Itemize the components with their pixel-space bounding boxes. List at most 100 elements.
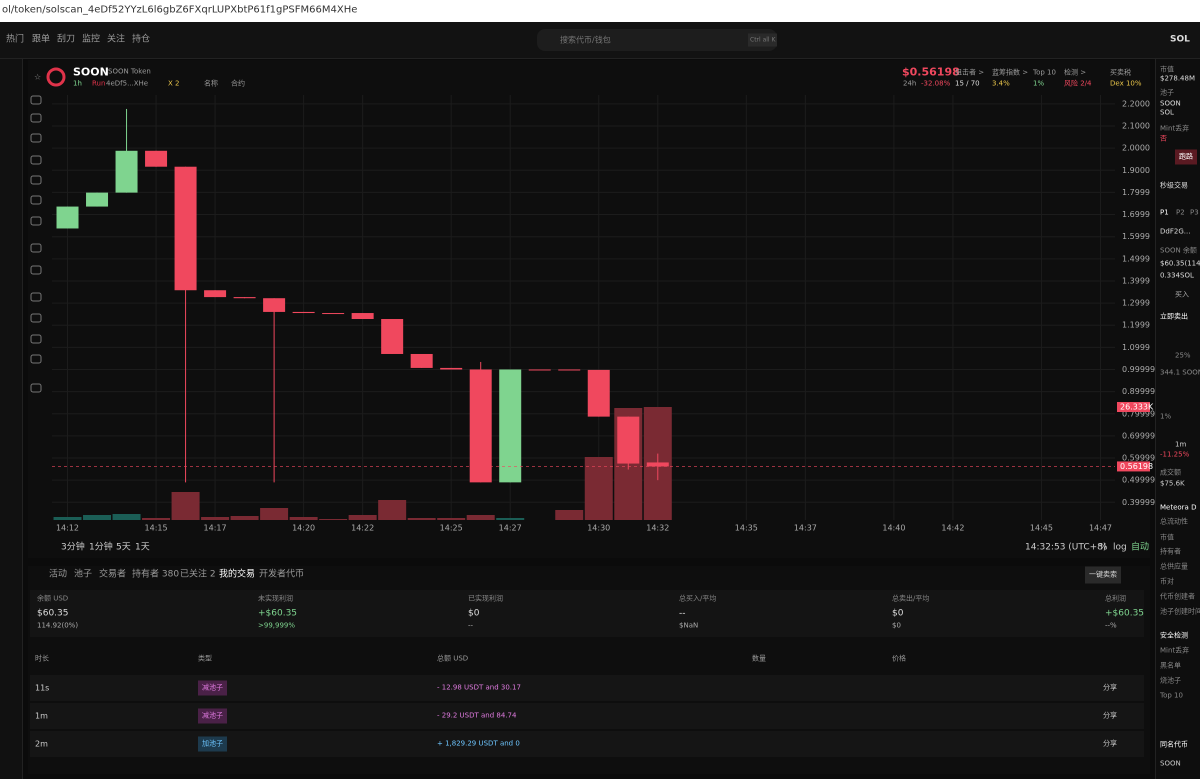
tool-icon xyxy=(30,95,42,105)
row-amount: - 12.98 USDT and 30.17 xyxy=(437,683,521,692)
sidebar-balance-label: SOON 余额 xyxy=(1160,246,1197,255)
nav-item[interactable]: 持仓 xyxy=(132,34,151,45)
interval[interactable]: 5天 xyxy=(116,542,131,553)
stat-label: 买卖税 xyxy=(1110,68,1131,77)
candle-body xyxy=(617,416,640,464)
interval[interactable]: 1天 xyxy=(135,542,150,553)
chain-select[interactable]: SOL xyxy=(1170,34,1190,45)
sidebar-pool-rows: 持有者 xyxy=(1160,547,1181,556)
stat-label[interactable]: 检测 > xyxy=(1064,68,1087,77)
browser-bar xyxy=(0,0,1200,22)
sidebar-sell-amount: 344.1 SOON xyxy=(1160,368,1200,377)
price: $0.56198 xyxy=(902,65,960,79)
candle-body xyxy=(263,298,286,312)
tab[interactable]: 开发者代币 xyxy=(259,569,305,580)
interval[interactable]: 1分钟 xyxy=(89,542,113,553)
stat-value: 风险 2/4 xyxy=(1064,79,1092,88)
sidebar-buy-button[interactable]: 买入 xyxy=(1175,290,1189,299)
sell-all-button[interactable]: 一键卖索 xyxy=(1085,566,1121,584)
token-address[interactable]: 4eDf5...XHe xyxy=(106,79,149,88)
sidebar-volume-label: 成交额 xyxy=(1160,468,1181,477)
sidebar-pool-base: SOON xyxy=(1160,99,1181,108)
y-tick-label: 2.0000 xyxy=(1122,144,1150,153)
sidebar-security-rows: 烧池子 xyxy=(1160,676,1181,685)
row-share[interactable]: 分享 xyxy=(1103,683,1117,692)
y-tick-label: 0.99999 xyxy=(1122,365,1155,374)
y-tick-label: 0.69999 xyxy=(1122,431,1155,440)
sidebar-rug-button[interactable]: 跑路 xyxy=(1175,149,1197,165)
y-tick-label: 2.2000 xyxy=(1122,99,1150,108)
x-tick-label: 14:15 xyxy=(145,524,168,533)
change-label: 24h xyxy=(903,79,917,88)
candle-body xyxy=(292,311,315,314)
row-type: 加池子 xyxy=(198,736,227,752)
sidebar-presets[interactable]: P2 xyxy=(1176,208,1185,217)
token-age: 1h xyxy=(73,79,82,88)
tab[interactable]: 持有者 380 xyxy=(132,569,180,580)
sidebar-presets[interactable]: P3 xyxy=(1190,208,1199,217)
name-search[interactable]: 名称 xyxy=(204,79,218,88)
chart-option[interactable]: % xyxy=(1099,542,1108,553)
tab-active[interactable]: 我的交易 xyxy=(219,569,256,580)
candle-body xyxy=(233,297,256,299)
table-header[interactable]: 类型 xyxy=(198,654,212,663)
tab[interactable]: 已关注 2 xyxy=(180,569,216,580)
tab[interactable]: 活动 xyxy=(49,569,68,580)
row-share[interactable]: 分享 xyxy=(1103,711,1117,720)
summary-label: 已实现利润 xyxy=(468,594,503,603)
sidebar-volume-value: $75.6K xyxy=(1160,479,1185,488)
y-tick-label: 1.5999 xyxy=(1122,232,1150,241)
sidebar-sell-now: 立即卖出 xyxy=(1160,312,1188,321)
sidebar-pool-quote: SOL xyxy=(1160,108,1174,117)
sidebar-mint-label: Mint丢弃 xyxy=(1160,124,1190,133)
url[interactable]: ol/token/solscan_4eDf52YYzL6l6gbZ6FXqrLU… xyxy=(2,4,358,16)
contract-search[interactable]: 合约 xyxy=(231,79,245,88)
sidebar-same-name-section: 同名代币 xyxy=(1160,740,1188,749)
tool-icon xyxy=(30,195,42,205)
stat-label[interactable]: 蓝筹指数 > xyxy=(992,68,1029,77)
chart-option[interactable]: 自动 xyxy=(1131,542,1150,553)
sidebar-same-name-first: SOON xyxy=(1160,759,1181,768)
interval[interactable]: 3分钟 xyxy=(61,542,85,553)
y-tick-label: 1.2999 xyxy=(1122,299,1150,308)
sidebar-pool-section: Meteora D xyxy=(1160,503,1197,512)
favorite-star[interactable]: ☆ xyxy=(34,73,41,82)
nav-item[interactable]: 跟单 xyxy=(32,34,51,45)
nav-item[interactable]: 监控 xyxy=(82,34,101,45)
stat-value: 15 / 70 xyxy=(955,79,980,88)
tool-icon xyxy=(30,354,42,364)
summary-value: +$60.35 xyxy=(258,608,298,619)
sidebar-sell-pct: 25% xyxy=(1175,351,1191,360)
summary-sub: $0 xyxy=(892,621,901,630)
table-header: 时长 xyxy=(35,654,49,663)
nav-item[interactable]: 热门 xyxy=(6,34,25,45)
candle-body xyxy=(115,150,138,193)
stat-label[interactable]: 狙击者 > xyxy=(955,68,985,77)
y-tick-label: 1.6999 xyxy=(1122,210,1150,219)
sidebar-balance-usd: $60.35(114.6 xyxy=(1160,259,1200,268)
row-type: 减池子 xyxy=(198,708,227,724)
summary-sub: >99,999% xyxy=(258,621,296,630)
x-count[interactable]: X 2 xyxy=(168,79,180,88)
summary-label: 未实现利润 xyxy=(258,594,293,603)
tool-icon xyxy=(30,175,42,185)
x-tick-label: 14:22 xyxy=(351,524,374,533)
row-share[interactable]: 分享 xyxy=(1103,739,1117,748)
nav-item[interactable]: 关注 xyxy=(107,34,126,45)
search-box[interactable] xyxy=(537,29,777,51)
volume-bar xyxy=(53,516,82,520)
sidebar-security-rows: 黑名单 xyxy=(1160,661,1181,670)
volume-bar xyxy=(437,518,466,520)
summary-sub: 114.92(0%) xyxy=(37,621,79,630)
volume-bar xyxy=(348,515,377,520)
volume-bar xyxy=(112,513,141,520)
nav-item[interactable]: 刮刀 xyxy=(57,34,76,45)
tab[interactable]: 池子 xyxy=(74,569,93,580)
chart-option[interactable]: log xyxy=(1113,542,1127,553)
sidebar-balance-sol: 0.334SOL xyxy=(1160,271,1194,280)
volume-bar xyxy=(230,516,259,520)
tab[interactable]: 交易者 xyxy=(99,569,127,580)
table-header[interactable]: 价格 xyxy=(892,654,906,663)
